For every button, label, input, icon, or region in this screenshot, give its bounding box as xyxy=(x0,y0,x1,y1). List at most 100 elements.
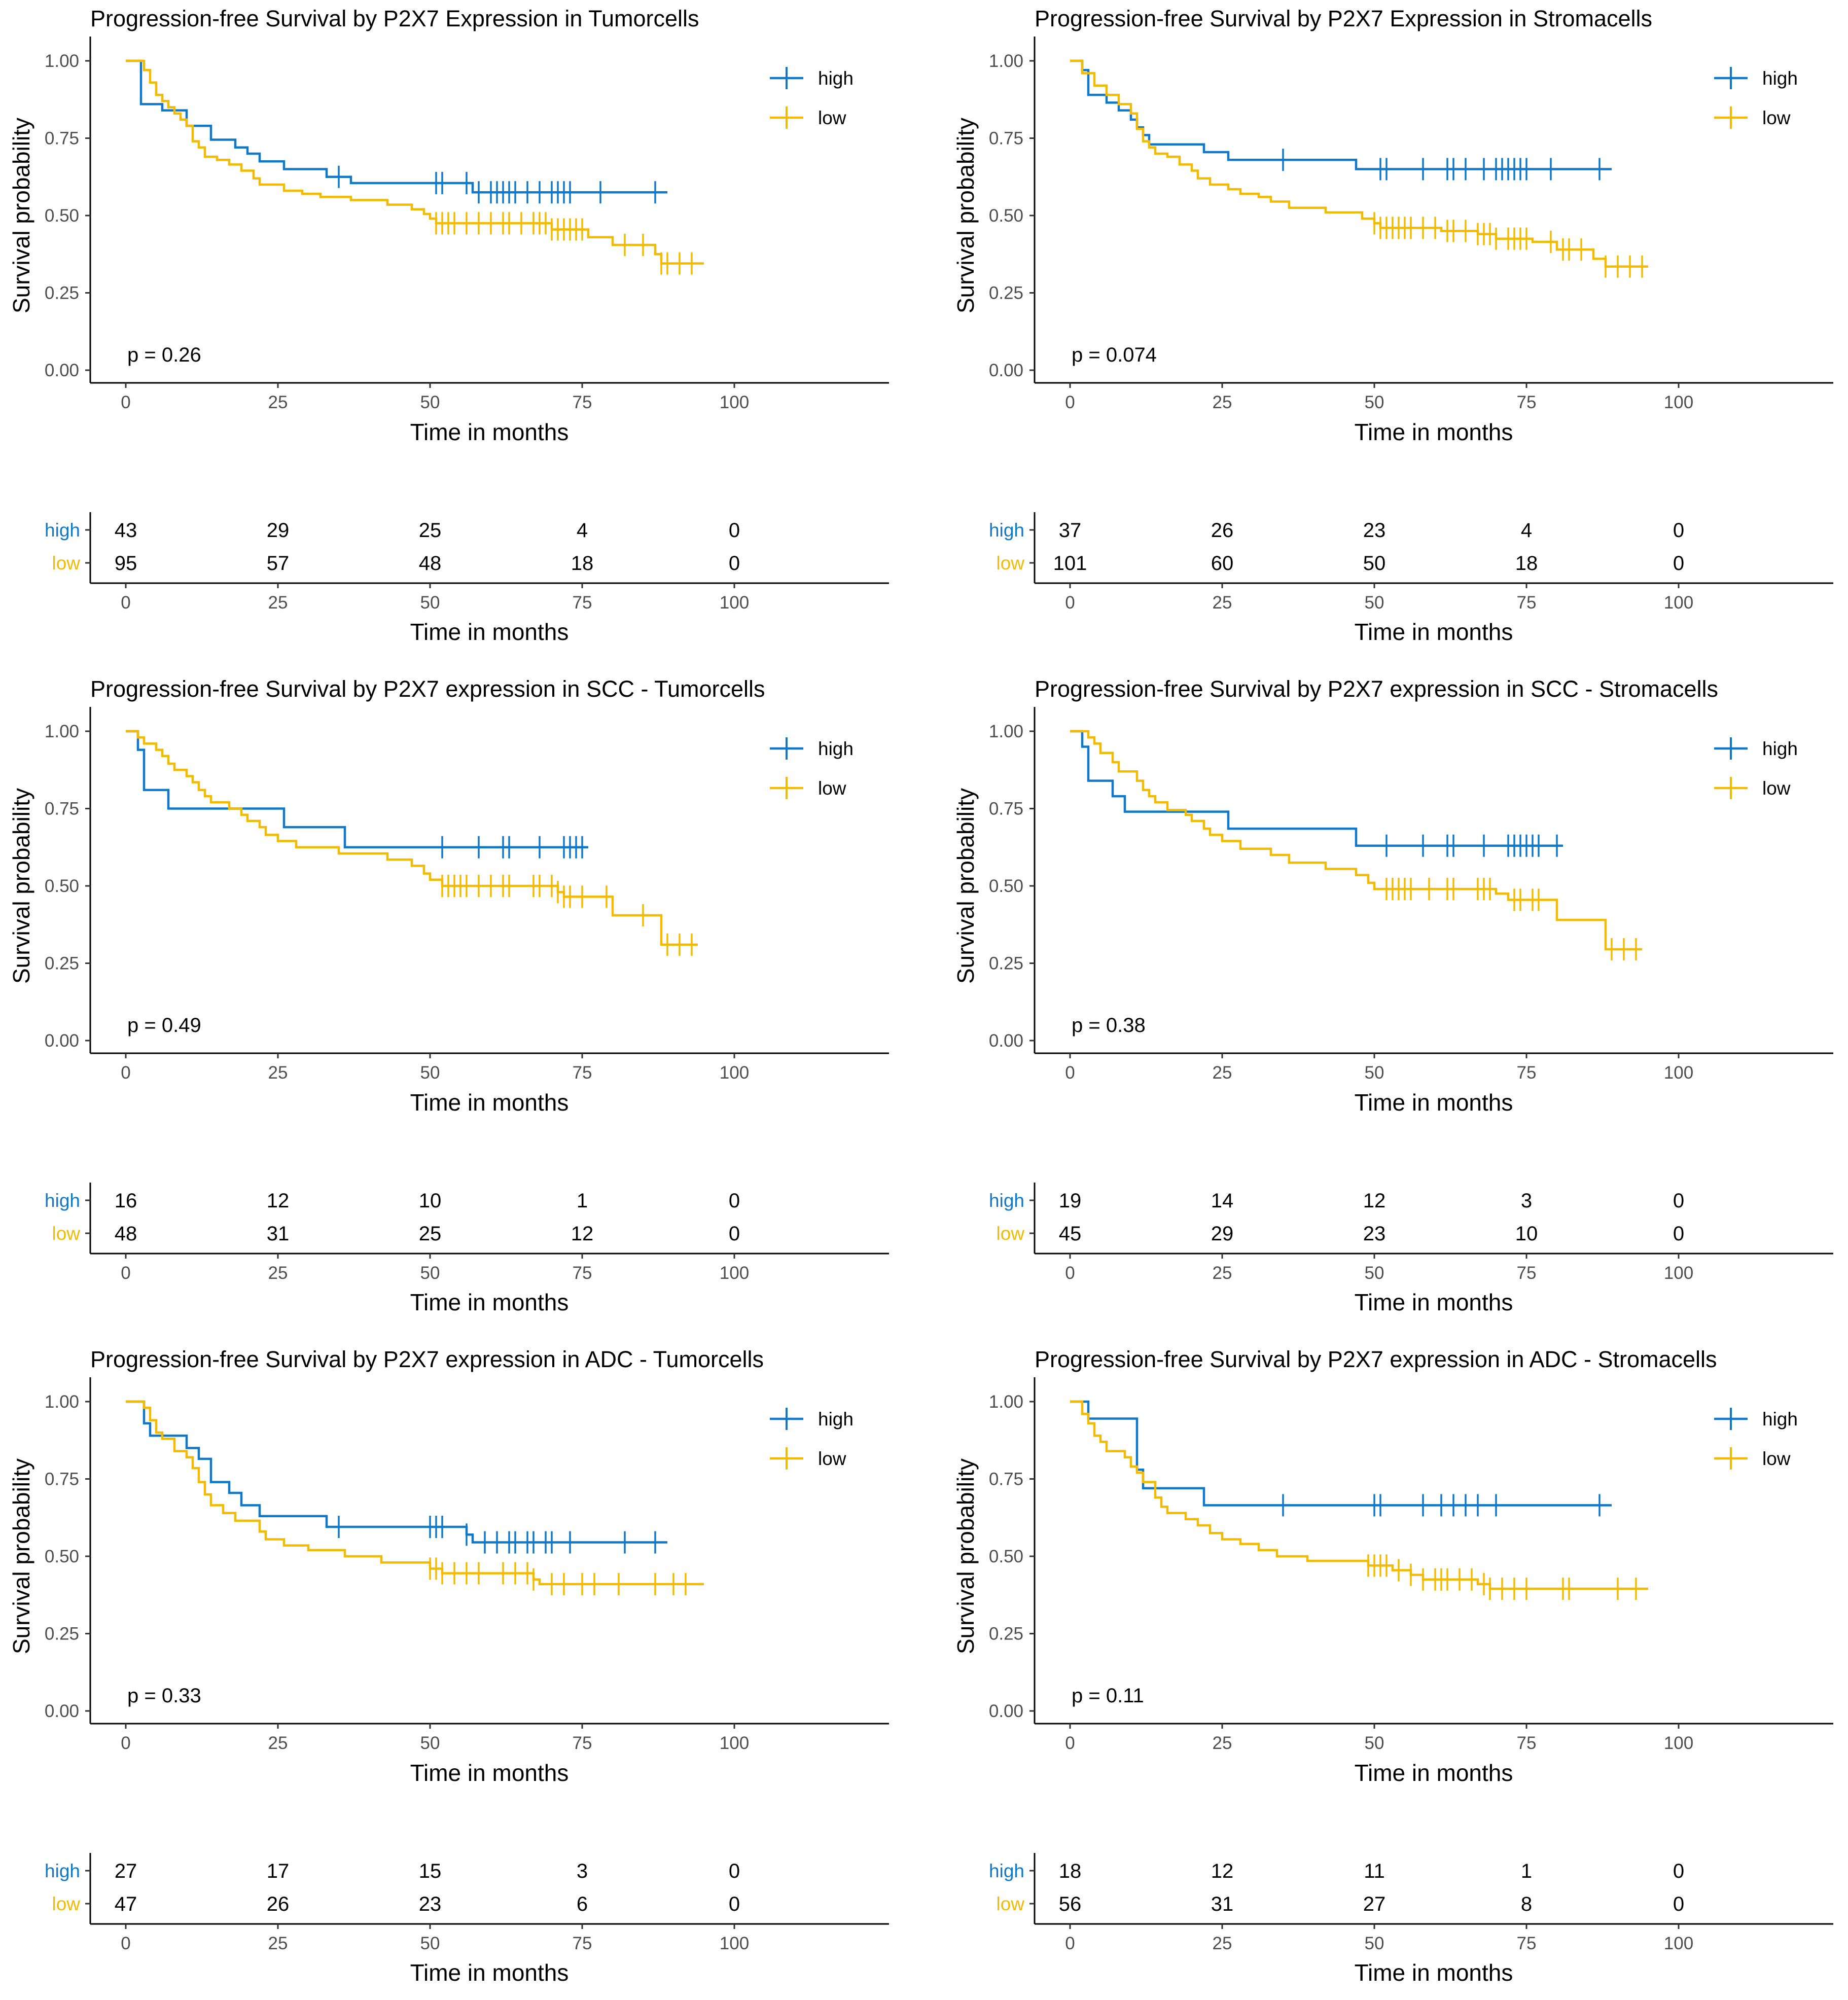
risk-row-label-high: high xyxy=(45,1861,80,1881)
risk-count-low: 47 xyxy=(115,1893,137,1915)
risk-count-high: 17 xyxy=(267,1860,290,1882)
y-tick-label: 1.00 xyxy=(45,1392,79,1412)
risk-count-low: 12 xyxy=(571,1223,594,1245)
risk-count-low: 50 xyxy=(1363,552,1386,575)
x-axis-title: Time in months xyxy=(410,1760,569,1786)
risk-x-tick-label: 25 xyxy=(1213,1263,1232,1283)
risk-count-low: 56 xyxy=(1059,1893,1082,1915)
risk-x-tick-label: 100 xyxy=(1664,1934,1693,1953)
risk-count-high: 0 xyxy=(1673,1190,1684,1212)
risk-count-low: 31 xyxy=(267,1223,290,1245)
x-tick-label: 0 xyxy=(121,1733,130,1753)
risk-count-high: 19 xyxy=(1059,1190,1082,1212)
km-curve-low xyxy=(126,730,698,946)
y-tick-label: 0.00 xyxy=(989,1031,1023,1051)
risk-count-low: 8 xyxy=(1521,1893,1532,1915)
risk-count-low: 18 xyxy=(1515,552,1538,575)
km-curve-high xyxy=(1070,59,1612,170)
risk-count-high: 3 xyxy=(577,1860,588,1882)
risk-count-low: 0 xyxy=(729,552,740,575)
risk-count-low: 45 xyxy=(1059,1223,1082,1245)
risk-count-low: 0 xyxy=(1673,552,1684,575)
y-tick-label: 0.25 xyxy=(45,954,79,974)
x-axis-title: Time in months xyxy=(410,1089,569,1116)
km-curve-high xyxy=(1070,730,1563,847)
risk-count-high: 15 xyxy=(419,1860,442,1882)
risk-count-low: 29 xyxy=(1211,1223,1234,1245)
y-tick-label: 0.50 xyxy=(45,1547,79,1566)
risk-count-low: 6 xyxy=(577,1893,588,1915)
legend-label-low: low xyxy=(818,1448,846,1469)
x-tick-label: 75 xyxy=(1517,392,1537,412)
y-axis-title: Survival probability xyxy=(8,788,34,984)
x-tick-label: 75 xyxy=(573,392,592,412)
x-tick-label: 50 xyxy=(1365,1733,1384,1753)
risk-row-label-low: low xyxy=(996,553,1024,574)
x-tick-label: 100 xyxy=(720,1063,749,1083)
risk-x-axis-title: Time in months xyxy=(410,1959,569,1986)
risk-x-tick-label: 0 xyxy=(121,1934,130,1953)
x-axis-title: Time in months xyxy=(1355,1089,1513,1116)
risk-x-axis-title: Time in months xyxy=(410,1289,569,1315)
km-curve-low xyxy=(1070,1400,1648,1590)
km-curve-high xyxy=(126,59,667,194)
risk-x-tick-label: 100 xyxy=(720,593,749,613)
legend-label-low: low xyxy=(1762,778,1791,799)
y-axis-title: Survival probability xyxy=(8,118,34,313)
legend-label-high: high xyxy=(1762,68,1798,89)
x-tick-label: 75 xyxy=(1517,1063,1537,1083)
risk-count-low: 31 xyxy=(1211,1893,1234,1915)
legend-label-high: high xyxy=(1762,738,1798,759)
risk-x-tick-label: 0 xyxy=(1065,1934,1075,1953)
y-axis-title: Survival probability xyxy=(952,1458,979,1654)
x-tick-label: 25 xyxy=(268,392,288,412)
y-tick-label: 0.25 xyxy=(989,283,1023,303)
risk-x-tick-label: 75 xyxy=(1517,1934,1537,1953)
risk-count-high: 16 xyxy=(115,1190,137,1212)
y-tick-label: 0.25 xyxy=(989,1624,1023,1644)
km-panel-6: Progression-free Survival by P2X7 expres… xyxy=(952,1346,1833,1986)
risk-count-high: 27 xyxy=(115,1860,137,1882)
risk-count-low: 0 xyxy=(1673,1893,1684,1915)
y-axis-title: Survival probability xyxy=(952,788,979,984)
x-axis-title: Time in months xyxy=(1355,1760,1513,1786)
risk-x-tick-label: 75 xyxy=(1517,1263,1537,1283)
x-tick-label: 75 xyxy=(1517,1733,1537,1753)
y-tick-label: 0.00 xyxy=(989,361,1023,380)
x-tick-label: 100 xyxy=(1664,1733,1693,1753)
risk-count-low: 18 xyxy=(571,552,594,575)
x-tick-label: 100 xyxy=(720,1733,749,1753)
risk-count-low: 57 xyxy=(267,552,290,575)
risk-count-high: 1 xyxy=(577,1190,588,1212)
chart-title: Progression-free Survival by P2X7 expres… xyxy=(1035,1346,1717,1372)
x-tick-label: 50 xyxy=(420,392,440,412)
x-tick-label: 25 xyxy=(268,1733,288,1753)
risk-row-label-high: high xyxy=(45,520,80,541)
km-panel-1: Progression-free Survival by P2X7 Expres… xyxy=(8,6,889,645)
y-axis-title: Survival probability xyxy=(952,118,979,313)
risk-row-label-low: low xyxy=(996,1223,1024,1244)
y-tick-label: 0.75 xyxy=(989,1470,1023,1489)
legend-label-high: high xyxy=(1762,1409,1798,1430)
x-tick-label: 50 xyxy=(420,1063,440,1083)
risk-x-tick-label: 50 xyxy=(420,1263,440,1283)
x-tick-label: 75 xyxy=(573,1733,592,1753)
x-axis-title: Time in months xyxy=(410,419,569,445)
km-curve-low xyxy=(126,1400,704,1586)
risk-count-low: 48 xyxy=(115,1223,137,1245)
p-value: p = 0.49 xyxy=(127,1014,201,1037)
p-value: p = 0.074 xyxy=(1072,344,1157,366)
risk-count-high: 23 xyxy=(1363,519,1386,542)
risk-x-tick-label: 100 xyxy=(720,1263,749,1283)
risk-x-tick-label: 75 xyxy=(1517,593,1537,613)
legend-label-low: low xyxy=(1762,1448,1791,1469)
x-tick-label: 25 xyxy=(268,1063,288,1083)
x-tick-label: 100 xyxy=(720,392,749,412)
km-curve-low xyxy=(1070,730,1642,951)
risk-count-high: 10 xyxy=(419,1190,442,1212)
x-axis-title: Time in months xyxy=(1355,419,1513,445)
risk-count-high: 37 xyxy=(1059,519,1082,542)
risk-x-tick-label: 0 xyxy=(1065,593,1075,613)
y-tick-label: 0.00 xyxy=(45,1701,79,1721)
risk-x-tick-label: 25 xyxy=(1213,1934,1232,1953)
